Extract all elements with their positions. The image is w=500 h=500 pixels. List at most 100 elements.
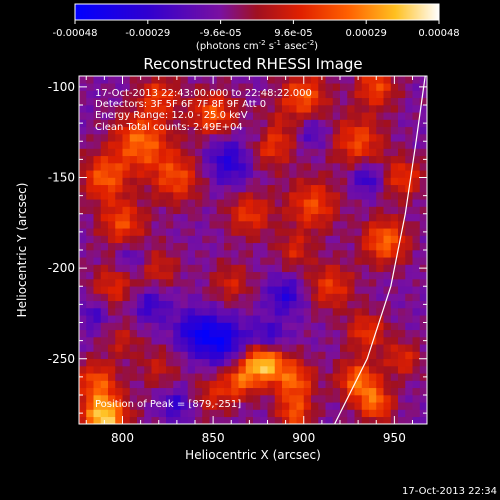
heatmap-cell xyxy=(318,322,326,331)
heatmap-cell xyxy=(274,192,283,200)
heatmap-cell xyxy=(347,395,355,403)
heatmap-cell xyxy=(332,402,341,410)
heatmap-cell xyxy=(282,90,290,99)
heatmap-cell xyxy=(340,358,348,367)
heatmap-cell xyxy=(340,337,348,345)
heatmap-cell xyxy=(180,228,189,236)
heatmap-cell xyxy=(202,416,210,424)
heatmap-cell xyxy=(412,402,421,410)
heatmap-cell xyxy=(390,141,399,149)
heatmap-cell xyxy=(187,308,196,316)
heatmap-cell xyxy=(376,163,384,171)
heatmap-cell xyxy=(405,402,413,410)
heatmap-cell xyxy=(100,402,109,410)
heatmap-cell xyxy=(383,329,392,338)
heatmap-cell xyxy=(195,351,203,360)
heatmap-cell xyxy=(151,409,160,418)
heatmap-cell xyxy=(405,250,413,258)
heatmap-cell xyxy=(390,228,399,236)
heatmap-cell xyxy=(195,242,203,251)
heatmap-cell xyxy=(122,134,131,142)
heatmap-cell xyxy=(86,380,94,389)
heatmap-cell xyxy=(289,199,297,207)
heatmap-cell xyxy=(282,308,290,316)
heatmap-cell xyxy=(187,126,196,135)
heatmap-cell xyxy=(173,358,181,367)
heatmap-cell xyxy=(108,395,116,403)
heatmap-cell xyxy=(144,213,152,222)
heatmap-cell xyxy=(311,148,319,157)
heatmap-cell xyxy=(166,83,174,91)
heatmap-cell xyxy=(296,119,305,128)
heatmap-cell xyxy=(253,192,261,200)
heatmap-cell xyxy=(115,90,123,99)
heatmap-cell xyxy=(216,308,225,316)
heatmap-cell xyxy=(158,90,167,99)
heatmap-cell xyxy=(79,329,87,338)
heatmap-cell xyxy=(325,199,334,207)
heatmap-cell xyxy=(325,235,334,244)
heatmap-cell xyxy=(260,315,268,323)
heatmap-cell xyxy=(390,300,399,309)
heatmap-cell xyxy=(122,221,131,229)
heatmap-cell xyxy=(195,366,203,374)
heatmap-cell xyxy=(405,257,413,265)
heatmap-cell xyxy=(311,271,319,280)
heatmap-cell xyxy=(231,300,239,309)
heatmap-cell xyxy=(303,112,312,120)
heatmap-cell xyxy=(187,293,196,302)
heatmap-cell xyxy=(303,337,312,345)
heatmap-cell xyxy=(195,141,203,149)
heatmap-cell xyxy=(318,271,326,280)
heatmap-cell xyxy=(390,337,399,345)
heatmap-cell xyxy=(311,300,319,309)
heatmap-cell xyxy=(282,300,290,309)
heatmap-cell xyxy=(347,264,355,273)
heatmap-cell xyxy=(209,192,218,200)
heatmap-cell xyxy=(296,395,305,403)
heatmap-cell xyxy=(195,395,203,403)
heatmap-cell xyxy=(419,358,427,367)
heatmap-cell xyxy=(231,409,239,418)
heatmap-cell xyxy=(158,250,167,258)
heatmap-cell xyxy=(245,119,254,128)
heatmap-cell xyxy=(376,170,384,178)
heatmap-cell xyxy=(144,351,152,360)
heatmap-cell xyxy=(166,163,174,171)
heatmap-cell xyxy=(267,119,276,128)
heatmap-cell xyxy=(137,344,145,352)
heatmap-cell xyxy=(93,264,102,273)
heatmap-cell xyxy=(238,112,247,120)
heatmap-cell xyxy=(361,97,370,106)
heatmap-cell xyxy=(79,242,87,251)
heatmap-cell xyxy=(289,221,297,229)
heatmap-cell xyxy=(332,308,341,316)
heatmap-cell xyxy=(209,148,218,157)
heatmap-cell xyxy=(195,148,203,157)
heatmap-cell xyxy=(412,337,421,345)
heatmap-cell xyxy=(282,257,290,265)
heatmap-cell xyxy=(224,358,232,367)
heatmap-cell xyxy=(296,242,305,251)
heatmap-cell xyxy=(383,199,392,207)
heatmap-cell xyxy=(195,177,203,186)
heatmap-cell xyxy=(173,170,181,178)
heatmap-cell xyxy=(332,286,341,294)
heatmap-cell xyxy=(166,257,174,265)
heatmap-cell xyxy=(376,380,384,389)
heatmap-cell xyxy=(412,279,421,287)
heatmap-cell xyxy=(151,402,160,410)
heatmap-cell xyxy=(108,134,116,142)
x-axis-label: Heliocentric X (arcsec) xyxy=(185,448,321,462)
heatmap-cell xyxy=(383,228,392,236)
heatmap-cell xyxy=(166,242,174,251)
heatmap-cell xyxy=(224,329,232,338)
heatmap-cell xyxy=(419,90,427,99)
heatmap-cell xyxy=(419,351,427,360)
heatmap-cell xyxy=(245,141,254,149)
heatmap-cell xyxy=(202,286,210,294)
heatmap-cell xyxy=(108,83,116,91)
heatmap-cell xyxy=(195,76,203,84)
heatmap-cell xyxy=(274,344,283,352)
heatmap-cell xyxy=(129,300,138,309)
